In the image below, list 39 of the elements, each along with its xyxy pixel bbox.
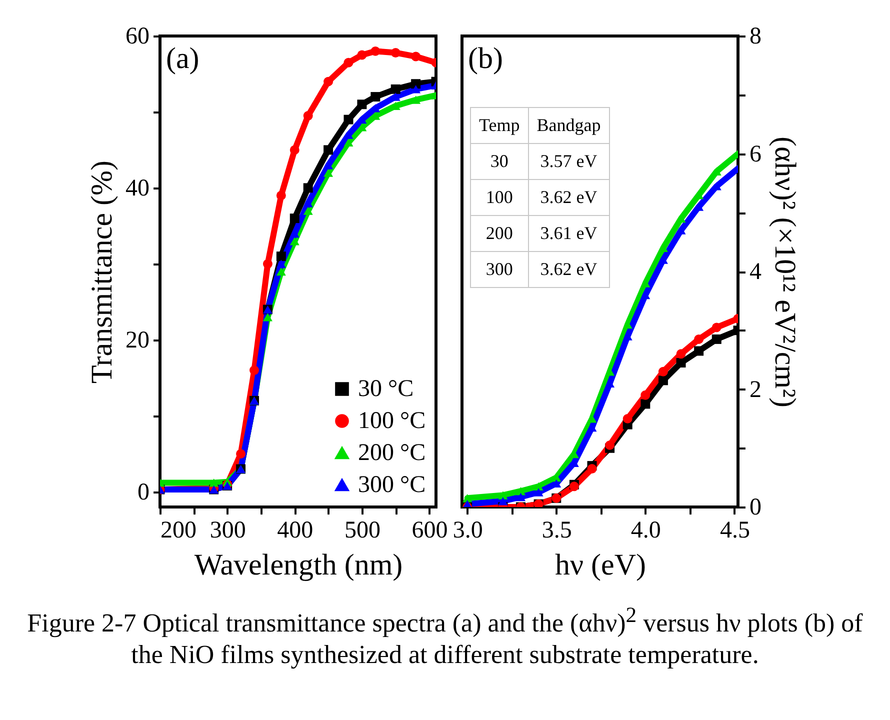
legend-label: 30 °C	[358, 376, 414, 402]
y-tick-label: 20	[126, 327, 150, 354]
x-tick-label: 3.0	[452, 518, 483, 544]
annotation: 3.61 eV	[528, 216, 610, 252]
x-tick-label: 500	[344, 518, 380, 544]
x-tick-label: 300	[210, 518, 246, 544]
y2-tick-label: 4	[750, 259, 762, 285]
x-tick-label: 400	[277, 518, 314, 544]
x-tick-label: 600	[412, 518, 448, 544]
y-tick-label: 60	[126, 24, 150, 50]
y-axis-title: Transmittance (%)	[86, 160, 118, 384]
y2-tick-label: 2	[750, 376, 762, 403]
annotation: 200	[470, 216, 528, 252]
annotation: 3.62 eV	[528, 252, 610, 288]
y2-axis-title: (αhν)² (×10¹² eV²/cm²)	[768, 136, 802, 408]
annotation: 30	[470, 144, 528, 180]
annotation: Bandgap	[528, 108, 610, 144]
y2-tick-label: 6	[750, 141, 762, 168]
annotation: 300	[470, 252, 528, 288]
x-tick-label: 4.5	[720, 518, 750, 544]
legend-label: 200 °C	[358, 440, 426, 466]
annotation: 3.57 eV	[528, 144, 610, 180]
y-tick-label: 0	[138, 479, 150, 506]
x-tick-label: 4.0	[630, 518, 661, 544]
y2-tick-label: 0	[750, 494, 762, 520]
x-axis-title: Wavelength (nm)	[194, 548, 403, 582]
annotation: 100	[470, 180, 528, 216]
x-tick-label: 3.5	[542, 518, 572, 544]
legend-label: 300 °C	[358, 472, 426, 498]
annotation: (a)	[166, 42, 200, 75]
annotation: Temp	[470, 108, 528, 144]
y2-tick-label: 8	[750, 24, 762, 50]
annotation: 3.62 eV	[528, 180, 610, 216]
x-axis-title: hν (eV)	[554, 548, 646, 582]
y-tick-label: 40	[126, 175, 150, 202]
x-tick-label: 200	[160, 518, 196, 544]
caption: Figure 2-7 Optical transmittance spectra (a) and the (αhν)$^{2}$ versus hν plots (b) of the NiO films synthesized at different substrate temperature.	[26, 602, 864, 670]
legend-label: 100 °C	[358, 408, 426, 434]
annotation: (b)	[468, 42, 503, 75]
